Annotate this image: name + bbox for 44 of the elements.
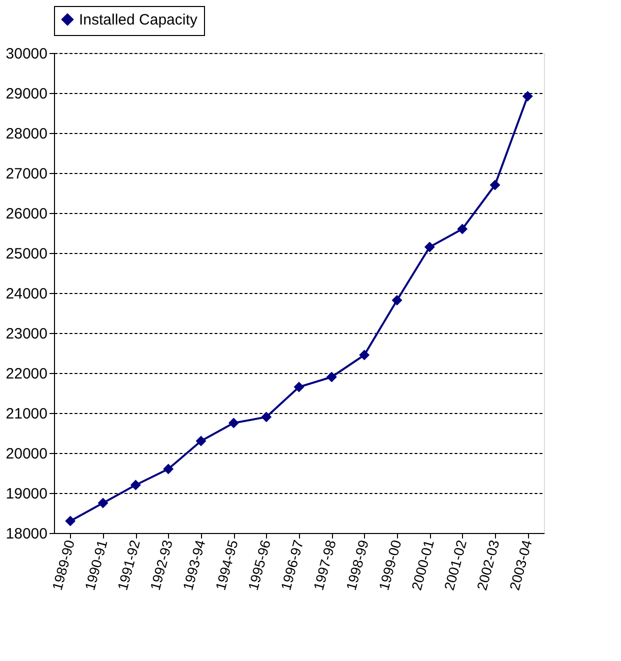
point bbox=[522, 90, 533, 102]
y-tick-label: 29000 bbox=[6, 86, 48, 102]
x-tick-label: 1989-90 bbox=[48, 538, 78, 592]
point bbox=[457, 224, 468, 234]
y-tick-label: 18000 bbox=[6, 526, 48, 542]
x-tick-label: 2001-02 bbox=[440, 538, 470, 592]
x-tick-label: 2000-01 bbox=[408, 538, 437, 592]
point bbox=[163, 464, 174, 474]
x-tick-label: 1994-95 bbox=[212, 538, 241, 592]
point bbox=[294, 382, 304, 392]
x-tick-label: 1997-98 bbox=[310, 538, 339, 592]
x-tick-label: 1993-94 bbox=[180, 538, 208, 592]
point bbox=[98, 498, 108, 508]
x-tick-label: 2003-04 bbox=[506, 538, 535, 592]
y-tick-label: 19000 bbox=[6, 486, 48, 502]
x-tick-label: 1998-99 bbox=[342, 538, 372, 592]
x-tick-label: 1991-92 bbox=[114, 538, 143, 592]
x-tick-label: 1995-96 bbox=[244, 538, 274, 592]
point bbox=[326, 372, 337, 382]
point bbox=[392, 294, 402, 306]
point bbox=[130, 480, 141, 490]
x-tick-label: 1992-93 bbox=[146, 538, 176, 592]
y-tick-label: 23000 bbox=[6, 326, 48, 342]
y-tick-label: 21000 bbox=[6, 406, 48, 422]
y-tick-label: 26000 bbox=[6, 206, 48, 222]
y-tick-label: 30000 bbox=[6, 46, 48, 62]
point bbox=[261, 412, 272, 422]
point bbox=[490, 180, 500, 190]
y-tick-label: 24000 bbox=[6, 286, 48, 302]
y-tick-label: 22000 bbox=[6, 366, 48, 382]
point bbox=[65, 516, 76, 526]
x-tick-label: 2002-03 bbox=[474, 538, 502, 592]
point bbox=[228, 418, 239, 428]
y-tick-label: 25000 bbox=[6, 246, 48, 262]
point bbox=[196, 436, 206, 446]
y-tick-label: 20000 bbox=[6, 446, 48, 462]
y-tick-label: 28000 bbox=[6, 126, 48, 142]
x-tick-label: 1999-00 bbox=[376, 538, 404, 592]
point bbox=[359, 350, 370, 360]
legend-label: Installed Capacity bbox=[79, 12, 198, 28]
x-tick-label: 1996-97 bbox=[278, 538, 306, 592]
y-tick-label: 27000 bbox=[6, 166, 48, 182]
x-tick-label: 1990-91 bbox=[82, 538, 110, 592]
point bbox=[424, 242, 435, 252]
